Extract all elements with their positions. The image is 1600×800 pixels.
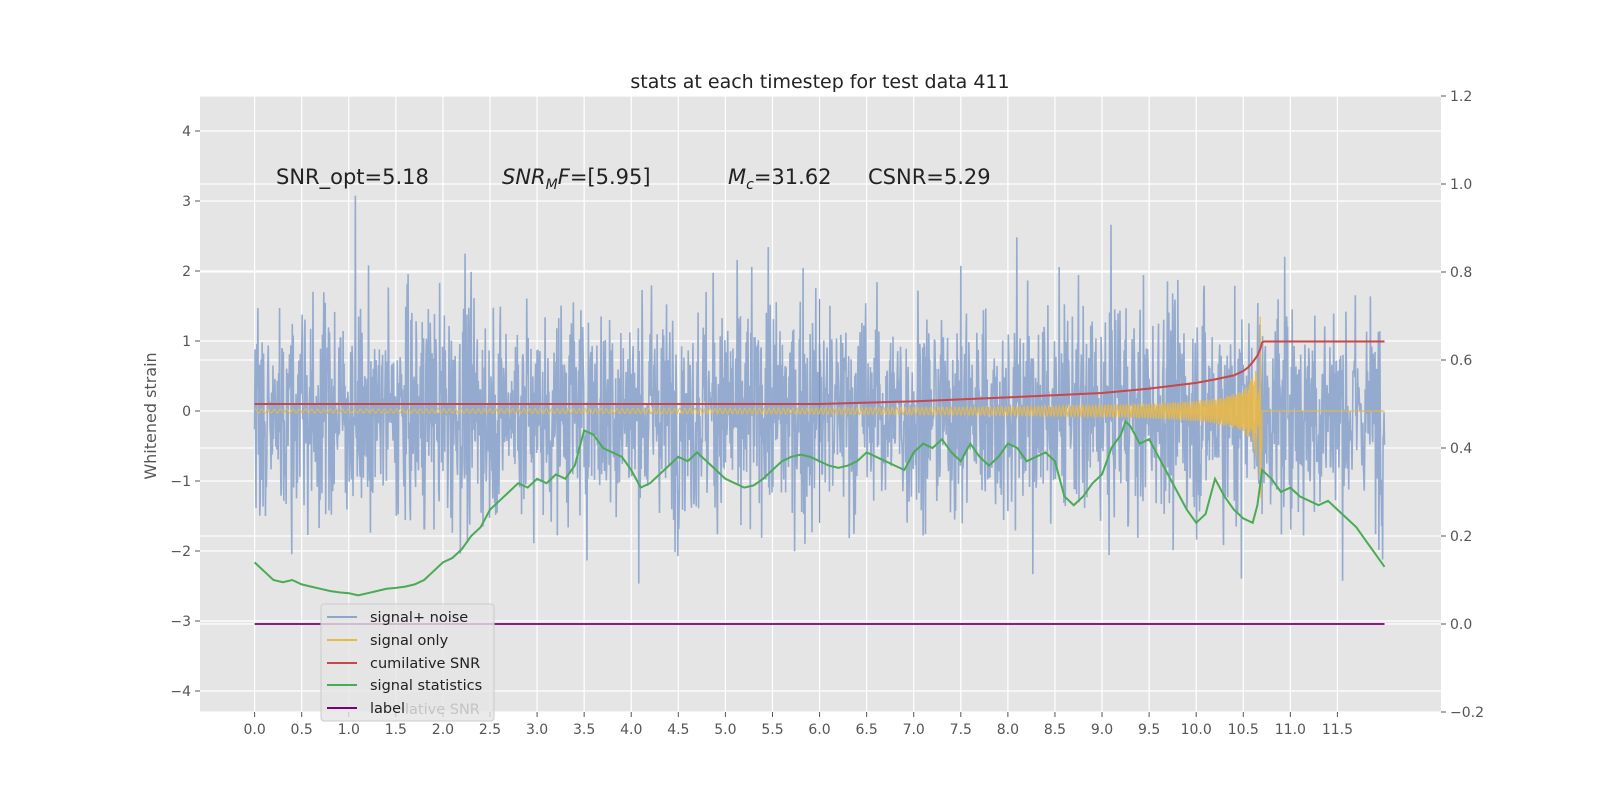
legend-behind-text: lative SNR [405,702,480,718]
legend-item-label: label [327,701,405,717]
y-left-tick-label: 0 [182,404,191,420]
x-tick-label: 9.5 [1138,722,1160,738]
chart-title: stats at each timestep for test data 411 [630,71,1009,93]
x-tick-label: 6.5 [856,722,878,738]
y-right-tick-label: 0.4 [1450,441,1472,457]
y-left-tick-label: 3 [182,194,191,210]
x-tick-label: 4.0 [620,722,642,738]
x-tick-label: 8.0 [997,722,1019,738]
annotation-chirp-mass: Mc=31.62 [728,165,832,193]
legend: lative SNR signal+ noise signal only cum… [320,603,495,722]
x-tick-label: 3.5 [573,722,595,738]
svg-text:signal statistics: signal statistics [370,678,482,694]
y-right-tick-label: 0.0 [1450,617,1472,633]
x-tick-label: 7.0 [903,722,925,738]
signal-only-series [254,316,1385,498]
legend-item-signal-only: signal only [327,633,449,649]
legend-item-signal-statistics: signal statistics [327,678,482,694]
left-y-axis-ticks: −4 −3 −2 −1 0 1 2 3 4 [170,124,200,700]
y-right-tick-label: 1.2 [1450,89,1472,105]
svg-text:cumilative SNR: cumilative SNR [370,656,480,672]
cumulative-snr-line [254,340,1385,405]
svg-text:label: label [370,701,405,717]
y-left-tick-label: −4 [170,684,191,700]
x-tick-label: 4.5 [667,722,689,738]
signal-statistics-line [253,419,1386,597]
y-left-tick-label: 1 [182,334,191,350]
x-tick-label: 1.0 [338,722,360,738]
signal-only-line [254,316,1385,498]
x-tick-label: 11.0 [1275,722,1306,738]
svg-text:signal+ noise: signal+ noise [370,610,468,626]
x-tick-label: 2.0 [432,722,454,738]
y-right-tick-label: 0.8 [1450,265,1472,281]
y-axis-label-left: Whitened strain [141,352,160,479]
x-tick-label: 10.5 [1228,722,1259,738]
x-tick-label: 0.0 [243,722,265,738]
x-axis-ticks: 0.0 0.5 1.0 1.5 2.0 2.5 3.0 3.5 4.0 4.5 5.0 5.5 6.0 6… [243,712,1353,738]
legend-item-cumulative-snr: cumilative SNR [327,656,480,672]
annotations: SNR_opt=5.18 SNRMF=[5.95] Mc=31.62 CSNR=… [276,165,991,193]
x-tick-label: 7.5 [950,722,972,738]
x-tick-label: 3.0 [526,722,548,738]
y-right-tick-label: 1.0 [1450,177,1472,193]
y-left-tick-label: 4 [182,124,191,140]
y-left-tick-label: −2 [170,544,191,560]
x-tick-label: 5.0 [714,722,736,738]
annotation-snr-mf: SNRMF=[5.95] [502,165,651,193]
x-tick-label: 6.0 [808,722,830,738]
y-left-tick-label: 2 [182,264,191,280]
annotation-csnr: CSNR=5.29 [868,165,991,189]
y-left-tick-label: −1 [170,474,191,490]
x-tick-label: 11.5 [1322,722,1353,738]
x-tick-label: 2.5 [479,722,501,738]
x-tick-label: 10.0 [1181,722,1212,738]
x-tick-label: 0.5 [291,722,313,738]
right-y-axis-ticks: −0.2 0.0 0.2 0.4 0.6 0.8 1.0 1.2 [1441,89,1484,721]
x-tick-label: 8.5 [1044,722,1066,738]
legend-item-signal-noise: signal+ noise [327,610,468,626]
y-right-tick-label: 0.6 [1450,353,1472,369]
svg-text:signal only: signal only [370,633,449,649]
y-right-tick-label: −0.2 [1450,705,1484,721]
y-right-tick-label: 0.2 [1450,529,1472,545]
x-tick-label: 9.0 [1091,722,1113,738]
y-left-tick-label: −3 [170,614,191,630]
annotation-snr-opt: SNR_opt=5.18 [276,165,429,190]
legend-box [320,603,495,722]
x-tick-label: 5.5 [761,722,783,738]
x-tick-label: 1.5 [385,722,407,738]
